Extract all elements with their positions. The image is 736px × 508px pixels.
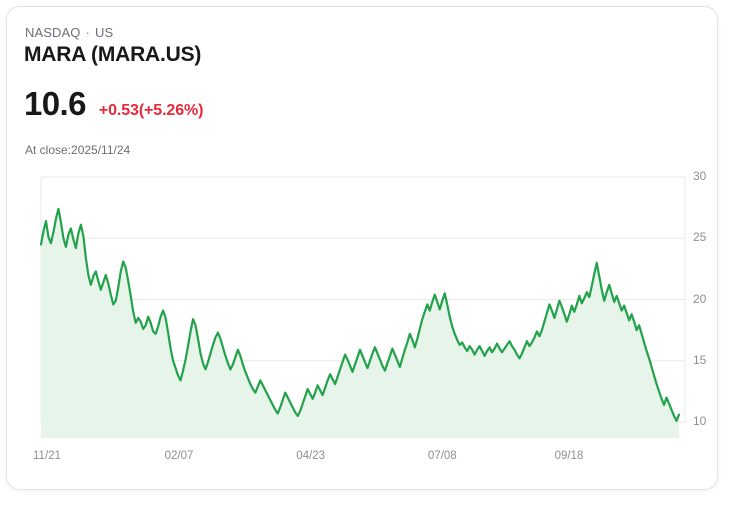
price-change: +0.53(+5.26%): [98, 102, 204, 119]
x-axis-tick-label: 11/21: [33, 450, 61, 462]
y-axis-tick-label: 15: [693, 352, 707, 367]
x-axis-tick-label: 02/07: [164, 450, 194, 462]
exchange-separator: ·: [85, 25, 90, 40]
chart-area-fill: [41, 208, 679, 438]
exchange-name: NASDAQ: [25, 25, 81, 40]
price-chart: 30 25 20 15 10 11/21 02/07 04/23 07/08 09/18: [7, 7, 717, 489]
price-value: 10.6: [24, 85, 86, 122]
page-title: MARA (MARA.US): [24, 43, 202, 66]
stock-quote-card: NASDAQ · US MARA (MARA.US) 10.6 +0.53(+5.2…: [6, 6, 718, 490]
y-axis-tick-label: 30: [693, 169, 707, 183]
price-chart-svg: [39, 176, 686, 438]
chart-gridlines: [41, 176, 685, 423]
y-axis-tick-label: 10: [693, 414, 707, 429]
y-axis-tick-label: 25: [693, 230, 707, 245]
x-axis-tick-label: 07/08: [427, 450, 457, 462]
x-axis-tick-label: 09/18: [554, 450, 584, 462]
x-axis-tick-label: 04/23: [296, 450, 326, 462]
price-row: 10.6 +0.53(+5.26%): [24, 85, 203, 123]
exchange-line: NASDAQ · US: [25, 25, 113, 40]
y-axis-tick-label: 20: [693, 291, 707, 306]
close-timestamp: At close:2025/11/24: [25, 143, 131, 157]
exchange-region: US: [94, 25, 114, 40]
chart-line: [39, 207, 681, 422]
